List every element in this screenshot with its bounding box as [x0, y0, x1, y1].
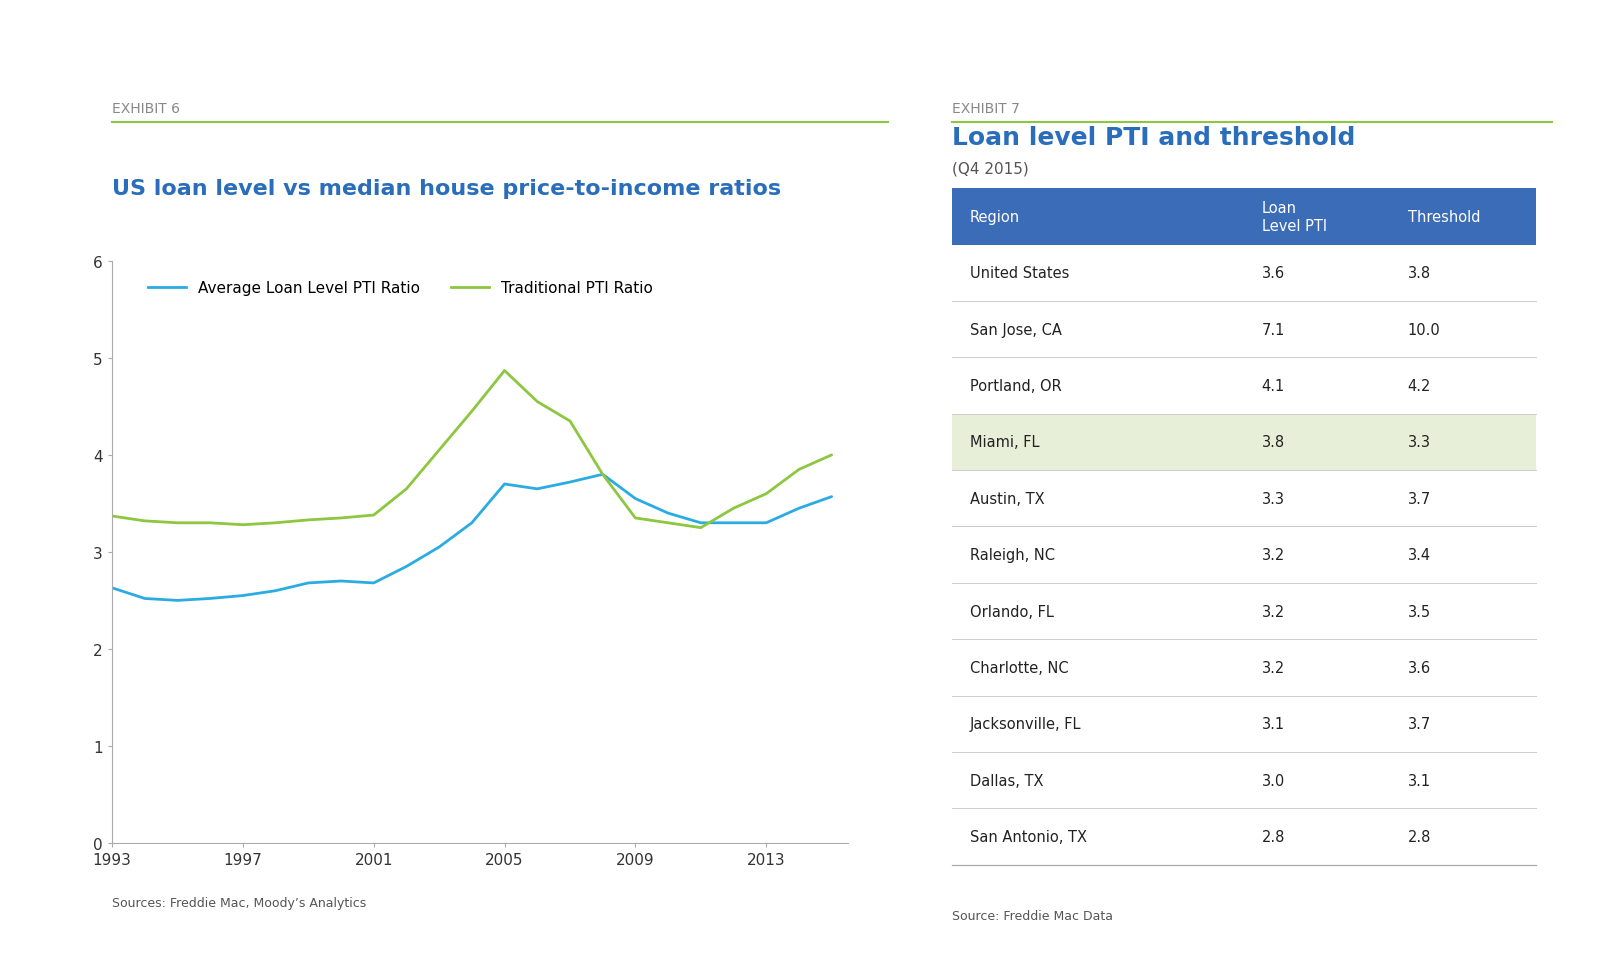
FancyBboxPatch shape	[1390, 583, 1536, 640]
FancyBboxPatch shape	[1245, 752, 1390, 808]
Text: Portland, OR: Portland, OR	[970, 379, 1061, 393]
Text: 3.6: 3.6	[1408, 660, 1430, 675]
FancyBboxPatch shape	[952, 358, 1245, 415]
Legend: Average Loan Level PTI Ratio, Traditional PTI Ratio: Average Loan Level PTI Ratio, Traditiona…	[142, 275, 659, 302]
Text: 7.1: 7.1	[1261, 323, 1285, 337]
FancyBboxPatch shape	[1245, 640, 1390, 696]
Text: EXHIBIT 7: EXHIBIT 7	[952, 103, 1019, 116]
FancyBboxPatch shape	[952, 808, 1245, 865]
FancyBboxPatch shape	[1390, 527, 1536, 583]
Text: Orlando, FL: Orlando, FL	[970, 604, 1053, 619]
FancyBboxPatch shape	[1390, 189, 1536, 245]
FancyBboxPatch shape	[1245, 583, 1390, 640]
FancyBboxPatch shape	[1245, 301, 1390, 358]
Text: Sources: Freddie Mac, Moody’s Analytics: Sources: Freddie Mac, Moody’s Analytics	[112, 896, 366, 909]
FancyBboxPatch shape	[952, 189, 1245, 245]
Text: Charlotte, NC: Charlotte, NC	[970, 660, 1069, 675]
Text: Loan level PTI and threshold: Loan level PTI and threshold	[952, 126, 1355, 150]
FancyBboxPatch shape	[1390, 752, 1536, 808]
Text: 3.0: 3.0	[1261, 773, 1285, 788]
Text: Region: Region	[970, 209, 1019, 225]
FancyBboxPatch shape	[1390, 358, 1536, 415]
Text: 3.8: 3.8	[1408, 266, 1430, 281]
FancyBboxPatch shape	[1245, 358, 1390, 415]
Text: Source: Freddie Mac Data: Source: Freddie Mac Data	[952, 909, 1114, 922]
Text: San Jose, CA: San Jose, CA	[970, 323, 1061, 337]
Text: Loan
Level PTI: Loan Level PTI	[1261, 201, 1326, 234]
Text: 3.5: 3.5	[1408, 604, 1430, 619]
Text: 3.1: 3.1	[1408, 773, 1430, 788]
FancyBboxPatch shape	[952, 583, 1245, 640]
Text: 3.3: 3.3	[1408, 435, 1430, 450]
FancyBboxPatch shape	[952, 415, 1245, 471]
FancyBboxPatch shape	[1390, 301, 1536, 358]
Text: 3.7: 3.7	[1408, 491, 1430, 506]
Text: 3.7: 3.7	[1408, 717, 1430, 732]
FancyBboxPatch shape	[1245, 527, 1390, 583]
Text: 3.2: 3.2	[1261, 660, 1285, 675]
FancyBboxPatch shape	[1245, 808, 1390, 865]
Text: 4.2: 4.2	[1408, 379, 1430, 393]
FancyBboxPatch shape	[1390, 640, 1536, 696]
Text: 3.3: 3.3	[1261, 491, 1285, 506]
Text: Dallas, TX: Dallas, TX	[970, 773, 1043, 788]
FancyBboxPatch shape	[1390, 415, 1536, 471]
Text: 3.1: 3.1	[1261, 717, 1285, 732]
FancyBboxPatch shape	[952, 301, 1245, 358]
Text: 3.6: 3.6	[1261, 266, 1285, 281]
Text: 3.4: 3.4	[1408, 547, 1430, 563]
Text: 3.2: 3.2	[1261, 604, 1285, 619]
FancyBboxPatch shape	[952, 471, 1245, 527]
Text: 4.1: 4.1	[1261, 379, 1285, 393]
FancyBboxPatch shape	[1245, 415, 1390, 471]
FancyBboxPatch shape	[1245, 189, 1390, 245]
Text: 10.0: 10.0	[1408, 323, 1440, 337]
Text: San Antonio, TX: San Antonio, TX	[970, 829, 1086, 844]
FancyBboxPatch shape	[952, 527, 1245, 583]
Text: Jacksonville, FL: Jacksonville, FL	[970, 717, 1082, 732]
FancyBboxPatch shape	[952, 245, 1245, 301]
Text: EXHIBIT 6: EXHIBIT 6	[112, 103, 179, 116]
Text: 3.8: 3.8	[1261, 435, 1285, 450]
FancyBboxPatch shape	[1245, 696, 1390, 752]
Text: Threshold: Threshold	[1408, 209, 1480, 225]
FancyBboxPatch shape	[1245, 245, 1390, 301]
FancyBboxPatch shape	[1390, 808, 1536, 865]
Text: Austin, TX: Austin, TX	[970, 491, 1045, 506]
FancyBboxPatch shape	[952, 752, 1245, 808]
Text: US loan level vs median house price-to-income ratios: US loan level vs median house price-to-i…	[112, 178, 781, 199]
Text: United States: United States	[970, 266, 1069, 281]
FancyBboxPatch shape	[1390, 471, 1536, 527]
Text: 2.8: 2.8	[1408, 829, 1430, 844]
FancyBboxPatch shape	[1390, 245, 1536, 301]
Text: Raleigh, NC: Raleigh, NC	[970, 547, 1054, 563]
Text: 2.8: 2.8	[1261, 829, 1285, 844]
Text: Miami, FL: Miami, FL	[970, 435, 1038, 450]
FancyBboxPatch shape	[952, 696, 1245, 752]
FancyBboxPatch shape	[1390, 696, 1536, 752]
FancyBboxPatch shape	[1245, 471, 1390, 527]
Text: (Q4 2015): (Q4 2015)	[952, 162, 1029, 176]
Text: 3.2: 3.2	[1261, 547, 1285, 563]
FancyBboxPatch shape	[952, 640, 1245, 696]
